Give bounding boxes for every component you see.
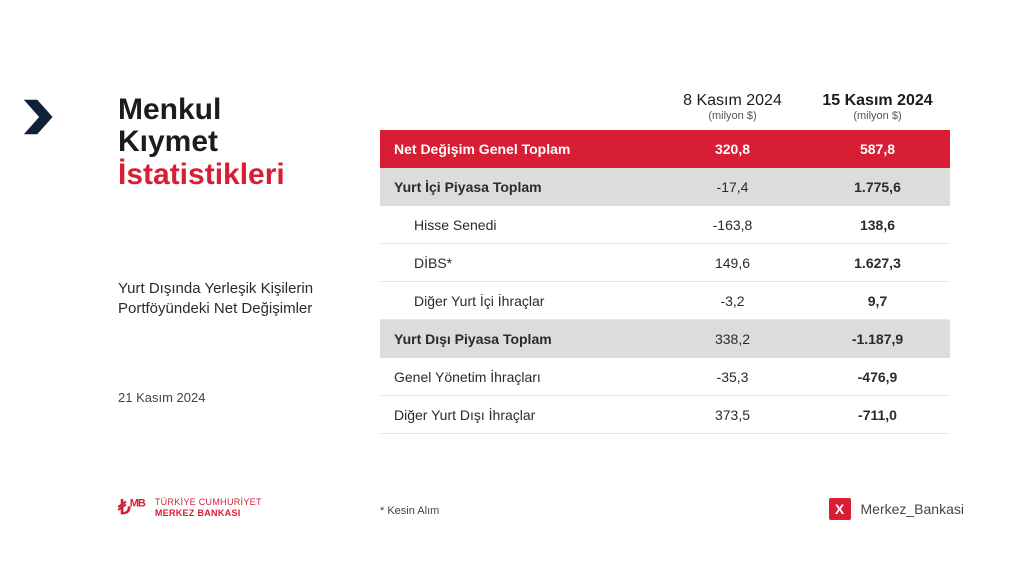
row-value-col2: 9,7: [805, 293, 950, 309]
table-row: Yurt İçi Piyasa Toplam-17,41.775,6: [380, 168, 950, 206]
row-value-col1: 320,8: [660, 141, 805, 157]
table-row: Net Değişim Genel Toplam320,8587,8: [380, 130, 950, 168]
title-line-2: Kıymet: [118, 126, 358, 158]
title-line-1: Menkul: [118, 94, 358, 126]
row-label: Hisse Senedi: [380, 217, 660, 233]
row-value-col2: -711,0: [805, 407, 950, 423]
row-label: Yurt İçi Piyasa Toplam: [380, 179, 660, 195]
row-value-col2: 1.627,3: [805, 255, 950, 271]
row-label: Net Değişim Genel Toplam: [380, 141, 660, 157]
row-label: Diğer Yurt İçi İhraçlar: [380, 293, 660, 309]
col2-unit: (milyon $): [805, 110, 950, 122]
table-row: Yurt Dışı Piyasa Toplam338,2-1.187,9: [380, 320, 950, 358]
table-row: Hisse Senedi-163,8138,6: [380, 206, 950, 244]
row-value-col1: -35,3: [660, 369, 805, 385]
table-row: Diğer Yurt Dışı İhraçlar373,5-711,0: [380, 396, 950, 434]
row-label: DİBS*: [380, 255, 660, 271]
row-value-col2: 1.775,6: [805, 179, 950, 195]
table-body: Net Değişim Genel Toplam320,8587,8Yurt İ…: [380, 130, 950, 434]
row-value-col2: 138,6: [805, 217, 950, 233]
brand-block: ₺MB TÜRKİYE CUMHURİYET MERKEZ BANKASI: [118, 495, 262, 520]
row-value-col1: 338,2: [660, 331, 805, 347]
row-value-col1: 149,6: [660, 255, 805, 271]
col1-unit: (milyon $): [660, 110, 805, 122]
table-row: DİBS*149,61.627,3: [380, 244, 950, 282]
social-handle-text: Merkez_Bankasi: [861, 501, 965, 517]
title-line-3: İstatistikleri: [118, 159, 358, 191]
row-label: Diğer Yurt Dışı İhraçlar: [380, 407, 660, 423]
brand-line-2: MERKEZ BANKASI: [155, 508, 262, 518]
col1-date: 8 Kasım 2024: [660, 92, 805, 110]
row-label: Yurt Dışı Piyasa Toplam: [380, 331, 660, 347]
col-header-1: 8 Kasım 2024 (milyon $): [660, 92, 805, 122]
col2-date: 15 Kasım 2024: [805, 92, 950, 110]
table-header: 8 Kasım 2024 (milyon $) 15 Kasım 2024 (m…: [380, 92, 950, 122]
row-value-col1: -17,4: [660, 179, 805, 195]
row-value-col1: -3,2: [660, 293, 805, 309]
x-icon: X: [829, 498, 851, 520]
social-handle: X Merkez_Bankasi: [829, 498, 965, 520]
title-block: Menkul Kıymet İstatistikleri Yurt Dışınd…: [118, 94, 358, 405]
row-value-col1: -163,8: [660, 217, 805, 233]
publish-date: 21 Kasım 2024: [118, 390, 358, 405]
col-header-2: 15 Kasım 2024 (milyon $): [805, 92, 950, 122]
table-row: Diğer Yurt İçi İhraçlar-3,29,7: [380, 282, 950, 320]
row-value-col2: 587,8: [805, 141, 950, 157]
brand-logo-icon: ₺MB: [118, 495, 145, 520]
subtitle: Yurt Dışında Yerleşik Kişilerin Portföyü…: [118, 279, 358, 320]
row-label: Genel Yönetim İhraçları: [380, 369, 660, 385]
slide: Menkul Kıymet İstatistikleri Yurt Dışınd…: [0, 0, 1024, 576]
data-table: 8 Kasım 2024 (milyon $) 15 Kasım 2024 (m…: [380, 92, 950, 434]
table-row: Genel Yönetim İhraçları-35,3-476,9: [380, 358, 950, 396]
row-value-col1: 373,5: [660, 407, 805, 423]
row-value-col2: -1.187,9: [805, 331, 950, 347]
brand-line-1: TÜRKİYE CUMHURİYET: [155, 497, 262, 507]
chevron-icon: [20, 94, 66, 140]
row-value-col2: -476,9: [805, 369, 950, 385]
footnote: * Kesin Alım: [380, 505, 439, 517]
brand-text: TÜRKİYE CUMHURİYET MERKEZ BANKASI: [155, 497, 262, 518]
